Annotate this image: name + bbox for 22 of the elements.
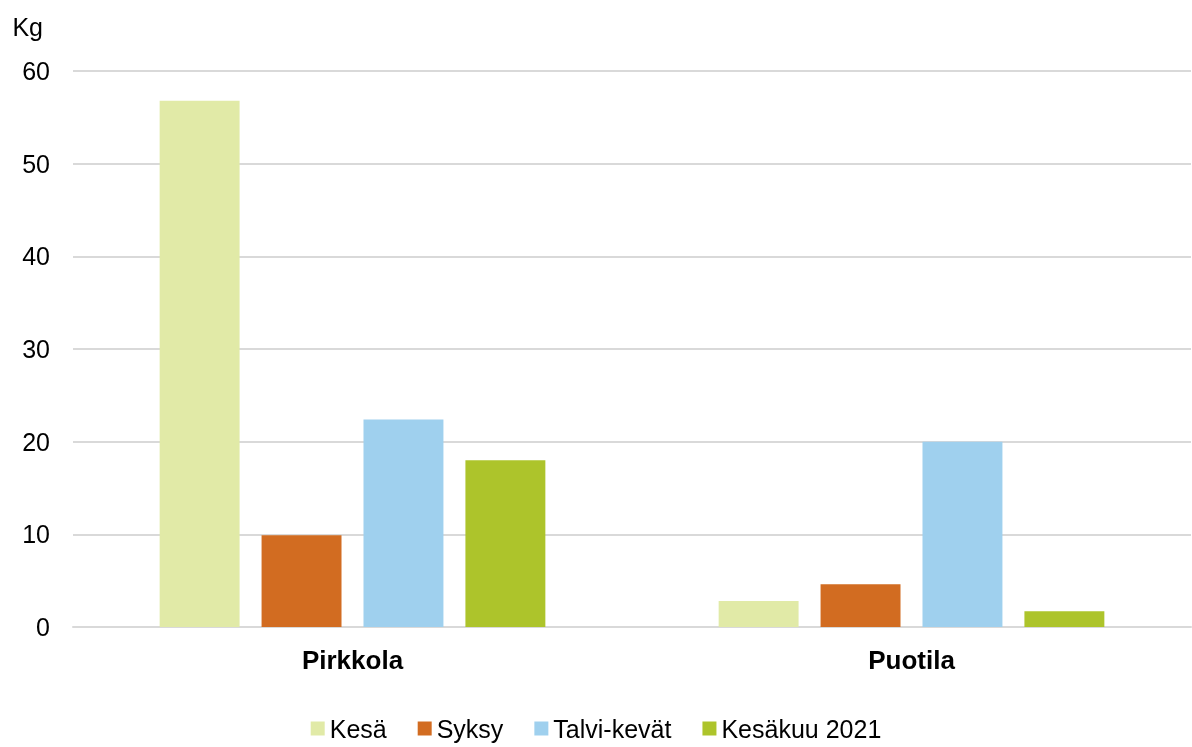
bar: [159, 100, 240, 627]
bar: [1024, 611, 1105, 627]
legend-label: Kesä: [329, 714, 387, 743]
bar: [465, 460, 546, 627]
bar: [820, 584, 901, 627]
x-tick-label: Puotila: [868, 645, 956, 675]
legend-label: Talvi-kevät: [553, 714, 672, 743]
y-tick-label: 30: [22, 335, 50, 363]
y-axis-title: Kg: [12, 12, 43, 41]
y-tick-label: 0: [36, 613, 50, 641]
y-tick-label: 60: [22, 57, 50, 85]
x-tick-label: Pirkkola: [301, 645, 404, 675]
bar: [718, 601, 799, 627]
y-tick-label: 10: [22, 520, 50, 549]
legend-label: Kesäkuu 2021: [721, 714, 882, 743]
y-tick-label: 50: [22, 149, 50, 178]
y-tick-label: 40: [22, 242, 50, 271]
bar: [261, 535, 342, 627]
bar: [363, 419, 444, 627]
bar: [922, 441, 1003, 627]
y-tick-label: 20: [22, 427, 50, 456]
legend-label: Syksy: [436, 714, 504, 743]
